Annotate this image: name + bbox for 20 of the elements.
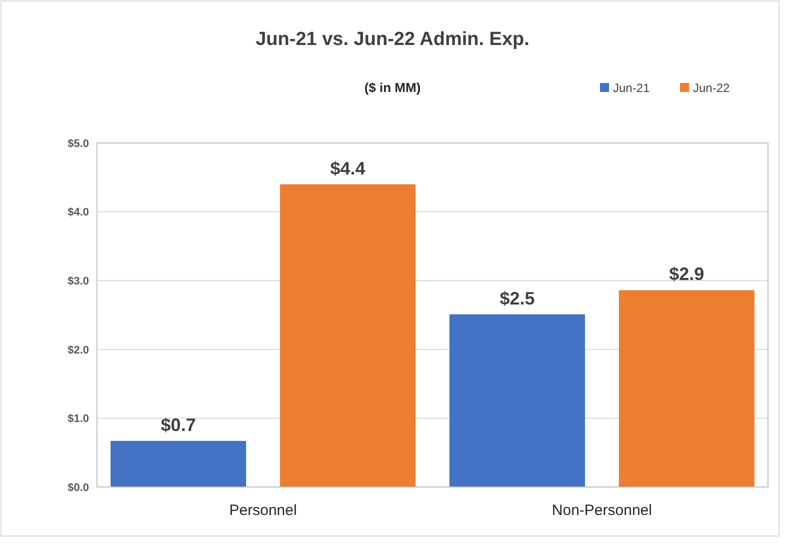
data-label: $2.5	[500, 288, 535, 308]
bar	[280, 184, 416, 487]
bar	[449, 314, 585, 487]
bar	[618, 290, 754, 487]
chart-subtitle: ($ in MM)	[364, 80, 421, 95]
data-label: $0.7	[160, 414, 196, 435]
legend-label: Jun-21	[613, 81, 650, 95]
y-tick-label: $5.0	[68, 138, 89, 150]
y-tick-label: $4.0	[68, 206, 89, 219]
chart-title: Jun-21 vs. Jun-22 Admin. Exp.	[256, 29, 530, 50]
y-tick-label: $3.0	[68, 275, 89, 288]
data-label: $2.9	[669, 264, 704, 284]
data-label: $4.4	[330, 158, 366, 178]
x-tick-label: Non-Personnel	[552, 502, 652, 519]
y-tick-label: $0.0	[68, 482, 89, 494]
x-tick-label: Personnel	[229, 502, 297, 519]
y-tick-label: $1.0	[68, 413, 89, 426]
y-tick-label: $2.0	[68, 344, 89, 356]
legend-label: Jun-22	[693, 81, 730, 95]
bar	[110, 440, 246, 487]
